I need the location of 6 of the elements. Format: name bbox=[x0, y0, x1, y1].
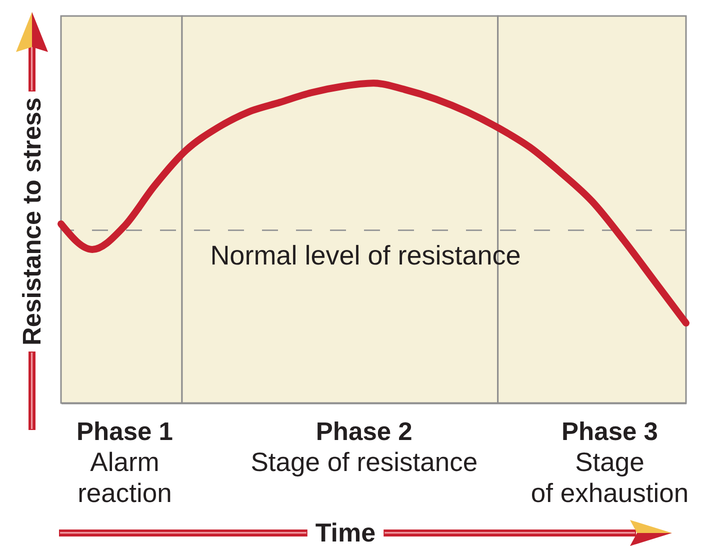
text: Phase 3 Stage of exhaustion bbox=[530, 418, 689, 508]
text: Phase 2 Stage of resistance bbox=[250, 418, 478, 477]
ref-line-label: Normal level of resistance bbox=[210, 240, 521, 270]
text: Phase 1 Alarm reaction bbox=[76, 418, 173, 508]
y-axis-title: Resistance to stress bbox=[18, 97, 46, 346]
x-axis-title: Time bbox=[315, 518, 376, 546]
